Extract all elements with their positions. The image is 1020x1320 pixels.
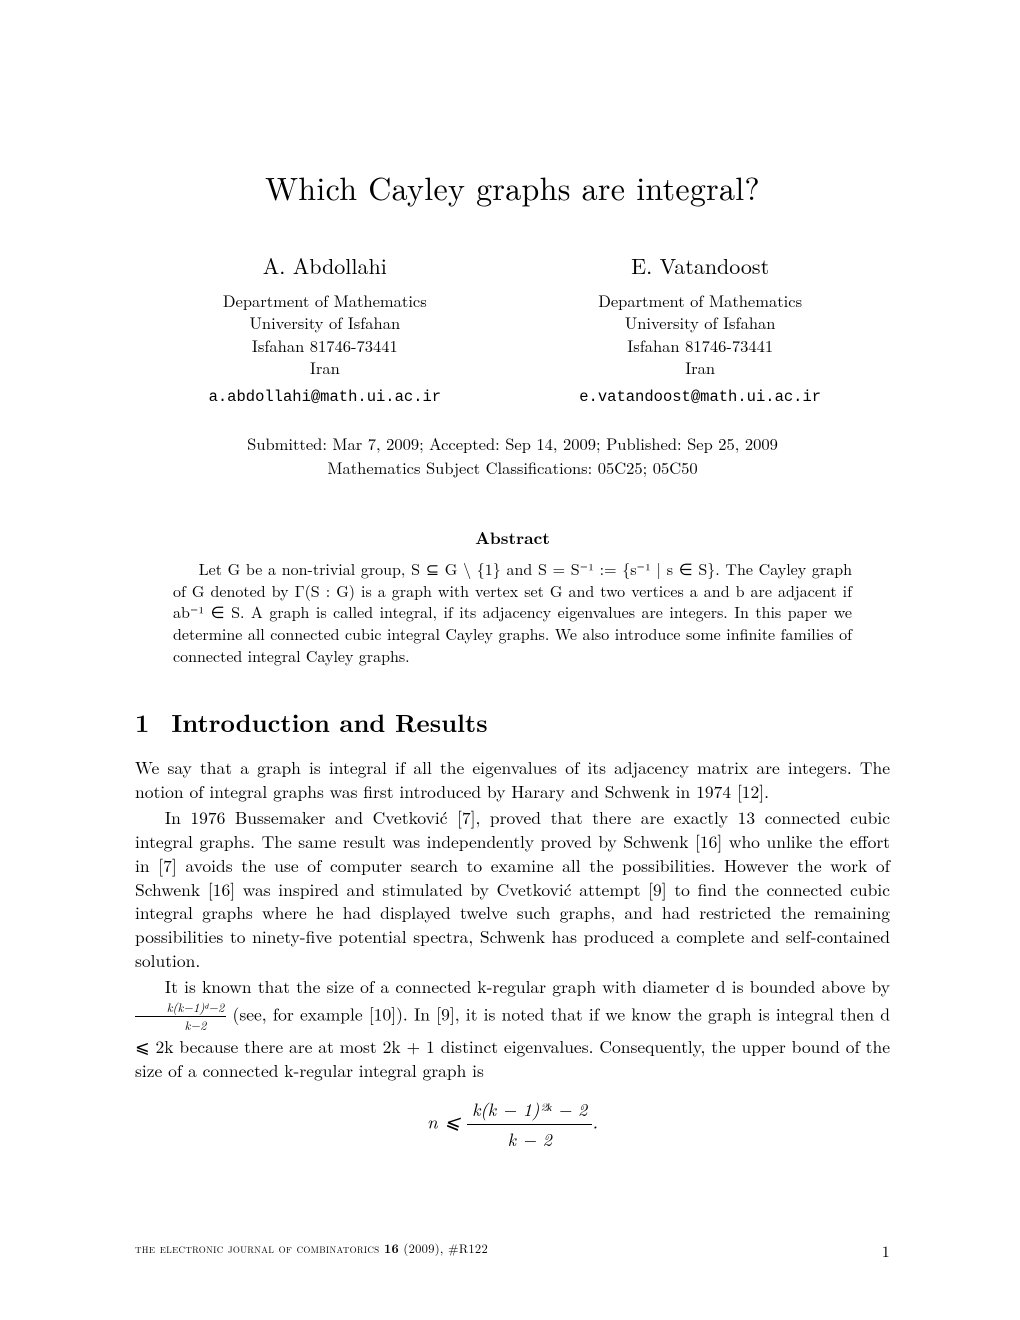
para-fragment: It is known that the size of a connected… xyxy=(165,974,890,999)
abstract-text: Let G be a non-trivial group, S ⊆ G \ {1… xyxy=(173,558,852,667)
page-footer: the electronic journal of combinatorics … xyxy=(135,1239,890,1262)
display-equation: n ⩽ k(k − 1)²ᵏ − 2 k − 2 . xyxy=(135,1097,890,1152)
affil-line: University of Isfahan xyxy=(540,311,860,333)
fraction-numerator: k(k−1)ᵈ−2 xyxy=(135,999,226,1017)
para-fragment: (see, for example [10]). In [9], it is n… xyxy=(135,1002,890,1083)
author-affiliation: Department of Mathematics University of … xyxy=(540,289,860,378)
affil-line: Isfahan 81746-73441 xyxy=(540,334,860,356)
abstract-heading: Abstract xyxy=(135,526,890,550)
page: Which Cayley graphs are integral? A. Abd… xyxy=(0,0,1020,1320)
author-block-2: E. Vatandoost Department of Mathematics … xyxy=(540,250,860,406)
submission-info: Submitted: Mar 7, 2009; Accepted: Sep 14… xyxy=(135,432,890,480)
affil-line: Isfahan 81746-73441 xyxy=(165,334,485,356)
page-number: 1 xyxy=(882,1239,890,1262)
affil-line: Iran xyxy=(165,356,485,378)
journal-ref: the electronic journal of combinatorics … xyxy=(135,1239,488,1262)
author-email: e.vatandoost@math.ui.ac.ir xyxy=(540,388,860,406)
journal-name: the electronic journal of combinatorics xyxy=(135,1239,384,1257)
eq-punct: . xyxy=(592,1107,598,1134)
abstract-content: Let G be a non-trivial group, S ⊆ G \ {1… xyxy=(173,557,852,667)
eq-lhs: n ⩽ xyxy=(427,1107,467,1134)
affil-line: Department of Mathematics xyxy=(165,289,485,311)
fraction: k(k − 1)²ᵏ − 2 k − 2 xyxy=(467,1097,592,1152)
paragraph: We say that a graph is integral if all t… xyxy=(135,756,890,804)
journal-volume: 16 xyxy=(384,1239,399,1257)
journal-year: (2009), xyxy=(399,1239,448,1257)
journal-issue: #R122 xyxy=(448,1239,488,1257)
author-name: E. Vatandoost xyxy=(540,250,860,281)
fraction-denominator: k − 2 xyxy=(467,1125,592,1152)
section-title: Introduction and Results xyxy=(171,705,487,740)
section-number: 1 xyxy=(135,705,149,740)
affil-line: Department of Mathematics xyxy=(540,289,860,311)
section-heading: 1 Introduction and Results xyxy=(135,705,890,740)
affil-line: Iran xyxy=(540,356,860,378)
paragraph: It is known that the size of a connected… xyxy=(135,975,890,1082)
author-block-1: A. Abdollahi Department of Mathematics U… xyxy=(165,250,485,406)
body-text: We say that a graph is integral if all t… xyxy=(135,756,890,1083)
author-affiliation: Department of Mathematics University of … xyxy=(165,289,485,378)
affil-line: University of Isfahan xyxy=(165,311,485,333)
author-email: a.abdollahi@math.ui.ac.ir xyxy=(165,388,485,406)
submission-dates: Submitted: Mar 7, 2009; Accepted: Sep 14… xyxy=(135,432,890,456)
paper-title: Which Cayley graphs are integral? xyxy=(135,165,890,210)
authors-row: A. Abdollahi Department of Mathematics U… xyxy=(135,250,890,406)
fraction-numerator: k(k − 1)²ᵏ − 2 xyxy=(467,1097,592,1125)
msc-classification: Mathematics Subject Classifications: 05C… xyxy=(135,456,890,480)
inline-fraction: k(k−1)ᵈ−2k−2 xyxy=(135,999,226,1034)
author-name: A. Abdollahi xyxy=(165,250,485,281)
paragraph: In 1976 Bussemaker and Cvetković [7], pr… xyxy=(135,806,890,974)
fraction-denominator: k−2 xyxy=(135,1017,226,1034)
